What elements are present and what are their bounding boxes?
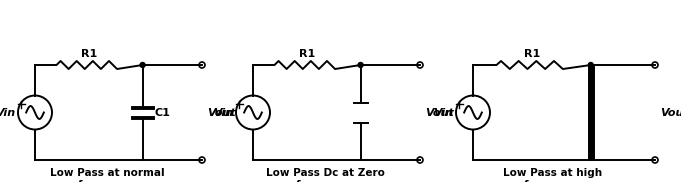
- Text: Low Pass Dc at Zero
frequency: Low Pass Dc at Zero frequency: [266, 168, 385, 182]
- Text: Vout: Vout: [207, 108, 236, 118]
- Circle shape: [140, 62, 145, 68]
- Text: Vout: Vout: [425, 108, 454, 118]
- Text: Low Pass at normal
frequency: Low Pass at normal frequency: [50, 168, 165, 182]
- Text: R1: R1: [524, 49, 540, 59]
- Text: R1: R1: [299, 49, 315, 59]
- Circle shape: [358, 62, 363, 68]
- Circle shape: [588, 62, 593, 68]
- Text: C1: C1: [155, 108, 170, 118]
- Text: Low Pass at high
frequency: Low Pass at high frequency: [503, 168, 603, 182]
- Text: R1: R1: [80, 49, 97, 59]
- Text: Vin: Vin: [213, 108, 233, 118]
- Text: Vin: Vin: [0, 108, 15, 118]
- Text: Vin: Vin: [433, 108, 453, 118]
- Text: Vout: Vout: [660, 108, 681, 118]
